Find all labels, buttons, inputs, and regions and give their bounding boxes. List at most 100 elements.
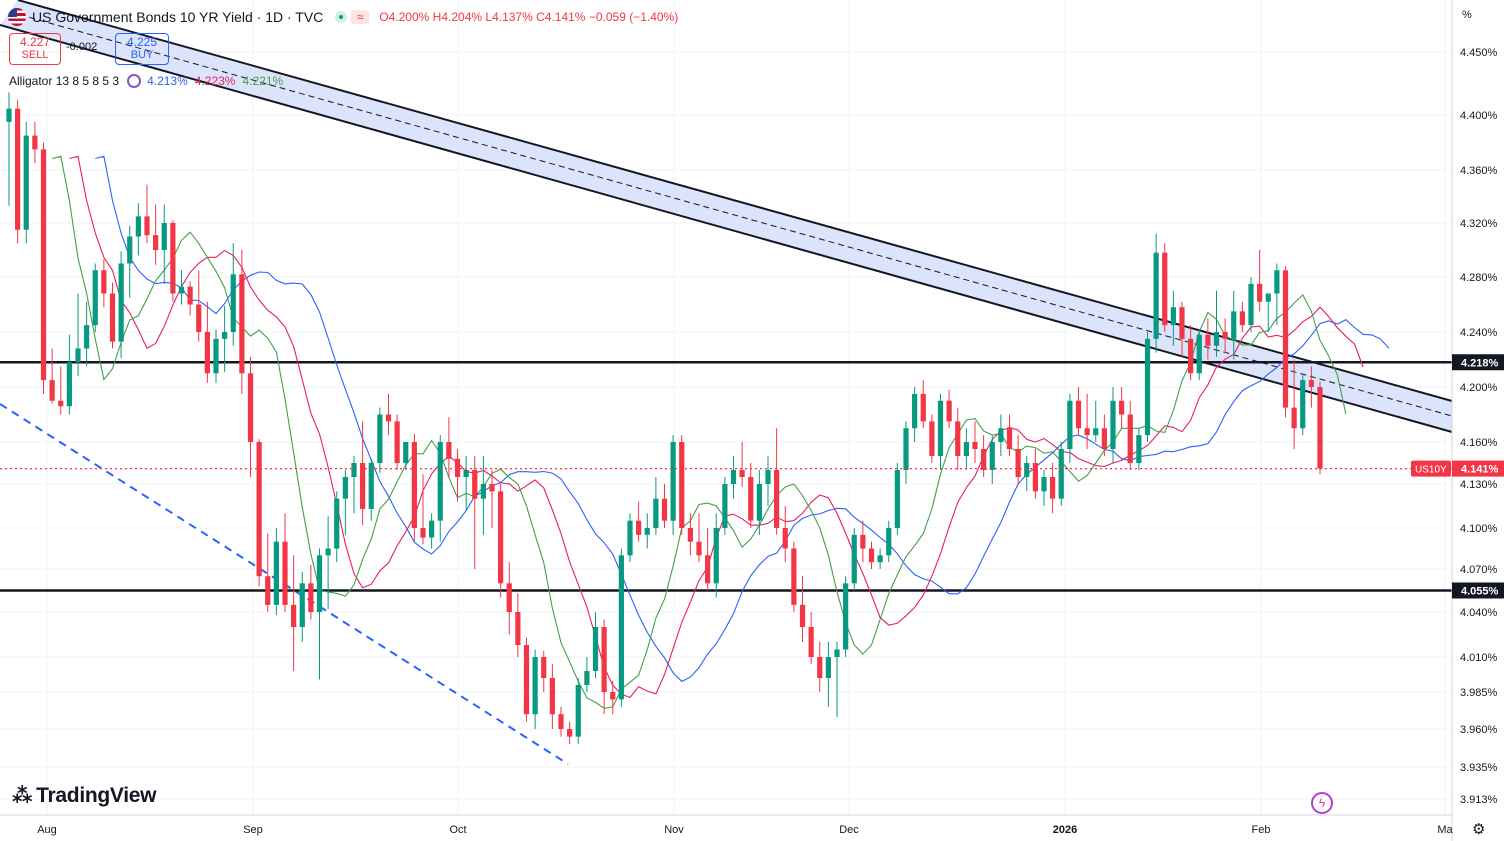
candle[interactable] <box>1050 463 1056 514</box>
candle[interactable] <box>584 657 590 692</box>
candle[interactable] <box>135 203 141 256</box>
candle[interactable] <box>670 435 676 535</box>
candle[interactable] <box>636 501 642 542</box>
candle[interactable] <box>1041 470 1047 506</box>
settings-gear-icon[interactable]: ⚙ <box>1472 821 1486 838</box>
candle[interactable] <box>799 576 806 642</box>
candle[interactable] <box>1058 442 1064 506</box>
candle[interactable] <box>40 142 47 394</box>
candle[interactable] <box>429 513 435 549</box>
candle[interactable] <box>886 520 892 563</box>
candle[interactable] <box>66 334 72 415</box>
candle[interactable] <box>644 513 650 549</box>
candle[interactable] <box>1093 400 1099 442</box>
candle[interactable] <box>1101 414 1107 457</box>
candle[interactable] <box>23 121 29 244</box>
candle[interactable] <box>109 282 116 349</box>
candle[interactable] <box>334 491 340 563</box>
candle[interactable] <box>1300 373 1306 436</box>
candle[interactable] <box>222 305 228 372</box>
candle[interactable] <box>705 528 711 591</box>
candle[interactable] <box>463 456 469 511</box>
candle[interactable] <box>549 664 555 729</box>
candle[interactable] <box>1213 290 1220 357</box>
candle[interactable] <box>989 435 995 484</box>
candle[interactable] <box>1239 301 1245 332</box>
candle[interactable] <box>748 463 754 528</box>
candle[interactable] <box>1067 393 1073 463</box>
candle[interactable] <box>687 513 693 556</box>
candle[interactable] <box>170 220 176 302</box>
candle[interactable] <box>610 680 616 715</box>
candle[interactable] <box>498 484 504 598</box>
candle[interactable] <box>1153 233 1159 353</box>
candle[interactable] <box>1136 428 1142 470</box>
candle[interactable] <box>834 642 840 718</box>
candle[interactable] <box>1015 435 1021 484</box>
candle[interactable] <box>49 348 55 404</box>
candle[interactable] <box>618 548 624 707</box>
candle[interactable] <box>1006 414 1013 457</box>
candle[interactable] <box>808 612 814 664</box>
candle[interactable] <box>480 456 486 535</box>
candle[interactable] <box>1162 243 1168 332</box>
candle[interactable] <box>920 380 926 429</box>
candle[interactable] <box>696 513 702 563</box>
candle[interactable] <box>1127 400 1133 470</box>
candle[interactable] <box>791 541 797 612</box>
candle[interactable] <box>627 513 633 563</box>
candle[interactable] <box>204 301 210 383</box>
candle[interactable] <box>868 541 875 569</box>
candle[interactable] <box>411 433 417 542</box>
candle[interactable] <box>420 474 426 545</box>
candle[interactable] <box>713 513 719 598</box>
candle[interactable] <box>325 516 331 610</box>
candle[interactable] <box>1248 277 1254 332</box>
candle[interactable] <box>515 593 521 657</box>
candle[interactable] <box>75 293 81 377</box>
candle[interactable] <box>1110 387 1116 463</box>
sell-button[interactable]: 4.227 SELL <box>9 33 61 65</box>
candle[interactable] <box>1032 449 1038 499</box>
candle[interactable] <box>592 612 599 678</box>
candle[interactable] <box>532 649 538 730</box>
candle[interactable] <box>1084 393 1090 449</box>
candle[interactable] <box>92 263 98 333</box>
candle[interactable] <box>403 442 409 470</box>
candle[interactable] <box>316 548 323 680</box>
candle[interactable] <box>153 204 159 265</box>
candle[interactable] <box>523 637 530 722</box>
candle[interactable] <box>1024 456 1030 492</box>
candle[interactable] <box>1291 359 1297 450</box>
candle[interactable] <box>472 456 478 569</box>
candle[interactable] <box>377 407 383 473</box>
candle[interactable] <box>567 721 573 745</box>
candle[interactable] <box>230 243 236 346</box>
candle[interactable] <box>127 225 133 298</box>
candle[interactable] <box>1144 332 1151 442</box>
candle[interactable] <box>161 204 167 284</box>
candle[interactable] <box>601 619 607 715</box>
candle[interactable] <box>558 706 564 737</box>
candle[interactable] <box>1075 387 1082 436</box>
candle[interactable] <box>351 456 357 514</box>
candle[interactable] <box>291 555 297 671</box>
tradingview-logo[interactable]: ⁂ TradingView <box>12 783 156 808</box>
candle[interactable] <box>774 428 780 535</box>
candle[interactable] <box>981 435 987 477</box>
descending-channel[interactable] <box>0 0 1453 433</box>
candle[interactable] <box>1119 387 1125 429</box>
candle[interactable] <box>342 470 348 535</box>
candle[interactable] <box>937 393 944 470</box>
candle[interactable] <box>756 470 762 535</box>
candle[interactable] <box>1231 290 1237 360</box>
candle[interactable] <box>6 92 12 206</box>
candle[interactable] <box>265 533 271 612</box>
candle[interactable] <box>894 463 900 535</box>
candle[interactable] <box>575 678 581 745</box>
indicator-settings-icon[interactable] <box>127 74 142 88</box>
candle[interactable] <box>1196 332 1202 381</box>
candle[interactable] <box>722 477 728 535</box>
time-axis[interactable]: Aug Sep Oct Nov Dec 2026 Feb Ma <box>0 814 1454 836</box>
